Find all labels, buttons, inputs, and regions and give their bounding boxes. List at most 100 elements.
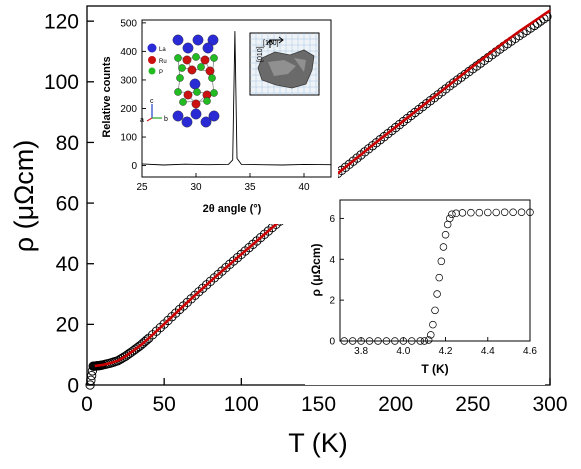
- data-point: [517, 208, 526, 217]
- atom-p: [203, 97, 211, 105]
- atom-p: [174, 88, 182, 96]
- x-tick-label: 100: [224, 393, 259, 416]
- atom-p: [176, 74, 184, 82]
- atom-p: [197, 63, 205, 71]
- data-point: [420, 337, 429, 345]
- data-point: [427, 331, 435, 339]
- series-line: [141, 30, 332, 166]
- atom-ru: [205, 66, 215, 76]
- data-point: [526, 208, 534, 217]
- data-point: [348, 337, 357, 345]
- atom-la: [190, 108, 202, 120]
- x-tick-label: 0: [81, 393, 93, 416]
- data-point: [399, 337, 408, 345]
- atom-p: [192, 53, 200, 61]
- x-tick-label: 40: [298, 182, 310, 193]
- y-tick-label: 40: [56, 253, 79, 276]
- crystal-legend: La Ru P: [147, 43, 167, 76]
- data-point: [85, 380, 95, 390]
- b-axis-label: b: [164, 116, 168, 123]
- atom-la: [189, 78, 201, 90]
- transition-y-axis-label: ρ (μΩcm): [309, 243, 323, 296]
- data-point: [382, 337, 391, 345]
- x-tick-label: 250: [455, 393, 490, 416]
- atom-ru: [183, 90, 193, 100]
- atom-p: [179, 98, 187, 106]
- atom-p: [210, 54, 218, 62]
- y-tick-label: 300: [120, 75, 137, 86]
- xrd-inset: 25 30 35 40 0 100 200 300 400 500 2θ angle (°) R…: [98, 14, 338, 224]
- x-tick-label: 3.8: [354, 346, 368, 357]
- legend-ru-marker: [148, 56, 156, 64]
- xrd-plot-frame: [141, 19, 332, 178]
- y-tick-label: 4: [329, 255, 335, 266]
- crystal-axes: c a b: [140, 98, 168, 124]
- atom-ru: [191, 99, 201, 109]
- xrd-x-axis: 25 30 35 40: [136, 173, 310, 193]
- x-tick-label: 4.4: [481, 346, 495, 357]
- data-point: [437, 257, 446, 266]
- direction-arrows: [266, 36, 284, 48]
- transition-inset: 3.8 4.0 4.2 4.4 4.6 0 2 4 6 T (K) ρ (μΩcm): [305, 193, 545, 385]
- x-tick-label: 200: [378, 393, 413, 416]
- atom-la: [192, 34, 204, 46]
- crystal-structure-image: La Ru P c a b: [140, 34, 220, 128]
- data-point: [500, 208, 509, 217]
- transition-series: [340, 208, 534, 345]
- crystal-atoms: [172, 34, 220, 128]
- legend-p-label: P: [159, 70, 163, 76]
- main-x-axis: 0 50 100 150 200 250 300: [81, 378, 568, 416]
- data-point: [424, 336, 433, 344]
- x-tick-label: 4.0: [396, 346, 410, 357]
- y-tick-label: 60: [56, 192, 79, 215]
- a-axis-arrow: [146, 117, 153, 122]
- transition-inset-background: [305, 193, 545, 385]
- y-tick-label: 6: [329, 214, 335, 225]
- y-tick-label: 120: [44, 11, 79, 34]
- transition-plot-frame: [339, 199, 531, 342]
- xrd-y-axis: 0 100 200 300 400 500: [120, 18, 146, 172]
- data-point: [374, 337, 382, 345]
- data-point: [484, 208, 492, 217]
- legend-p-marker: [148, 67, 156, 75]
- atom-la: [172, 34, 184, 46]
- atom-la: [181, 116, 193, 128]
- atom-la: [172, 110, 184, 122]
- x-tick-label: 25: [136, 182, 148, 193]
- x-tick-label: 300: [532, 393, 567, 416]
- y-tick-label: 0: [131, 161, 137, 172]
- y-tick-label: 500: [120, 18, 137, 29]
- data-point: [458, 209, 467, 217]
- data-point: [357, 337, 365, 345]
- legend-la-label: La: [159, 47, 166, 53]
- atom-la: [200, 116, 212, 128]
- y-tick-label: 400: [120, 47, 137, 58]
- atom-p: [178, 64, 186, 72]
- y-tick-label: 200: [120, 104, 137, 115]
- legend-la-marker: [147, 43, 157, 53]
- atom-la: [182, 42, 194, 54]
- data-point: [86, 375, 96, 385]
- a-axis-label: a: [140, 117, 144, 124]
- c-axis-label: c: [150, 98, 154, 105]
- atom-la: [207, 34, 219, 46]
- data-point: [142, 335, 152, 345]
- y-tick-label: 0: [67, 374, 79, 397]
- atom-la: [208, 110, 220, 122]
- atom-p: [210, 89, 218, 97]
- crystal-photo-image: [100] [010]: [249, 32, 320, 96]
- data-point: [492, 208, 500, 217]
- xrd-x-axis-label: 2θ angle (°): [203, 203, 262, 215]
- y-tick-label: 0: [329, 337, 335, 348]
- data-point: [467, 208, 475, 217]
- xrd-series: [141, 30, 332, 166]
- data-point: [391, 337, 399, 345]
- data-point: [475, 208, 484, 217]
- data-point: [446, 214, 454, 223]
- data-point: [429, 320, 437, 329]
- x-tick-label: 30: [190, 182, 202, 193]
- x-tick-label: 150: [301, 393, 336, 416]
- xrd-y-axis-label: Relative counts: [101, 56, 113, 137]
- y-tick-label: 2: [329, 296, 335, 307]
